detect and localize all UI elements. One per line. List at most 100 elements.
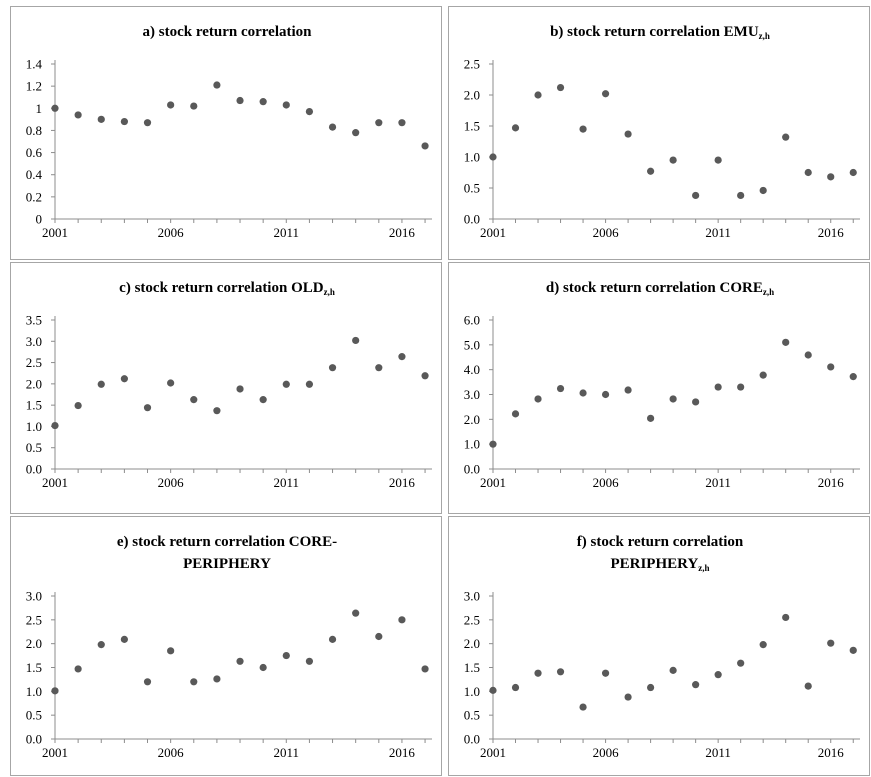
chart-d-point-2005 (579, 389, 587, 397)
chart-a-y-tick-label: 0.4 (26, 167, 43, 182)
chart-a-point-2010 (259, 98, 267, 106)
chart-f-point-2011 (714, 671, 722, 679)
chart-a-point-2014 (352, 129, 360, 137)
chart-d-y-tick-label: 5.0 (464, 337, 480, 352)
chart-a-x-tick-label: 2001 (42, 225, 68, 240)
chart-c-y-tick-label: 1.5 (26, 398, 42, 413)
chart-f-point-2002 (511, 683, 520, 692)
chart-c-point-2002 (74, 401, 82, 410)
chart-d-y-tick-label: 2.0 (464, 412, 480, 427)
chart-panel-a: a) stock return correlation 0 0.2 0.4 0.6 0.8… (10, 6, 442, 260)
chart-a-point-2013 (328, 123, 337, 131)
chart-d-y-tick-label: 1.0 (464, 437, 480, 452)
chart-e-title-line-1: e) stock return correlation CORE- (117, 534, 337, 550)
chart-c-point-2009 (236, 385, 244, 393)
chart-a-y-tick-label: 0 (36, 212, 43, 227)
chart-c-point-2017 (421, 372, 429, 380)
chart-a-point-2006 (167, 101, 175, 109)
chart-e-point-2013 (328, 635, 337, 643)
chart-c-title-segment-1-1: c) stock return correlation OLD (119, 280, 324, 296)
chart-c-point-2013 (328, 364, 337, 372)
chart-d-point-2009 (669, 395, 677, 403)
chart-f-point-2004 (556, 668, 565, 676)
chart-c-point-2012 (305, 380, 314, 388)
chart-d-point-2004 (556, 384, 565, 393)
chart-c-y-tick-label: 0.5 (26, 440, 42, 455)
chart-f-x-tick-label: 2016 (818, 745, 845, 760)
chart-f-point-2013 (759, 641, 767, 649)
chart-b-x-tick-label: 2001 (480, 225, 506, 240)
chart-a-point-2003 (97, 115, 105, 123)
chart-b-y-tick-label: 2.0 (464, 88, 480, 103)
chart-b-point-2002 (511, 124, 520, 132)
chart-c-y-tick-label: 3.0 (26, 334, 42, 349)
chart-a-x-tick-label: 2016 (389, 225, 416, 240)
chart-b-point-2004 (556, 83, 565, 92)
chart-e-x-tick-label: 2011 (274, 745, 300, 760)
chart-d-point-2002 (511, 410, 520, 418)
chart-a-point-2012 (305, 108, 314, 116)
chart-c-y-tick-label: 2.0 (26, 376, 42, 391)
chart-f-title-segment-2-1: PERIPHERY (610, 556, 698, 572)
chart-a-point-2005 (143, 119, 152, 127)
chart-panel-b: b) stock return correlation EMUz,h 0.0 0.5… (448, 6, 870, 260)
chart-d-x-tick-label: 2011 (705, 475, 731, 490)
chart-b-y-tick-label: 2.5 (464, 57, 480, 72)
chart-a-point-2009 (236, 96, 244, 105)
chart-f-point-2010 (692, 681, 700, 689)
chart-d-point-2014 (782, 338, 790, 346)
chart-b-point-2007 (624, 130, 632, 138)
chart-c-x-tick-label: 2006 (158, 475, 185, 490)
chart-c-point-2001 (51, 421, 59, 430)
chart-d-point-2001 (489, 440, 497, 448)
chart-b-y-tick-label: 1.0 (464, 150, 480, 165)
chart-b-point-2015 (804, 168, 812, 177)
chart-b-point-2005 (579, 125, 587, 133)
chart-panel-c: c) stock return correlation OLDz,h 0.0 0.5… (10, 262, 442, 514)
chart-e-point-2014 (352, 609, 360, 617)
chart-c-point-2004 (120, 375, 128, 383)
chart-c-point-2008 (213, 407, 221, 415)
chart-f-point-2012 (737, 659, 745, 667)
chart-d-point-2013 (759, 371, 767, 379)
chart-a-y-tick-label: 1.4 (26, 57, 43, 72)
chart-c-title-line-1: c) stock return correlation OLDz,h (119, 280, 335, 297)
chart-f-y-tick-label: 3.0 (464, 589, 480, 604)
chart-d-point-2007 (624, 386, 632, 394)
chart-f-y-tick-label: 1.0 (464, 684, 480, 699)
chart-e-x-tick-label: 2001 (42, 745, 68, 760)
chart-e-y-tick-label: 1.0 (26, 684, 42, 699)
chart-e-y-tick-label: 2.5 (26, 612, 42, 627)
chart-e-x-tick-label: 2016 (389, 745, 416, 760)
chart-a-point-2002 (74, 111, 82, 119)
chart-f-title-segment-2-2: z,h (698, 563, 709, 573)
chart-b-x-tick-label: 2011 (705, 225, 731, 240)
chart-a-point-2001 (51, 104, 59, 112)
chart-f-point-2017 (849, 646, 857, 654)
chart-f-point-2015 (804, 682, 812, 690)
chart-d-x-tick-label: 2001 (480, 475, 506, 490)
chart-c-point-2014 (352, 336, 360, 345)
chart-d-point-2011 (714, 383, 722, 391)
chart-f-y-tick-label: 2.0 (464, 636, 480, 651)
chart-d-point-2003 (534, 395, 542, 403)
chart-c-y-tick-label: 0.0 (26, 462, 42, 477)
chart-b-y-tick-label: 0.5 (464, 181, 480, 196)
chart-d-title-segment-1-2: z,h (763, 287, 774, 297)
chart-f-point-2003 (534, 669, 542, 677)
chart-b-title-line-1: b) stock return correlation EMUz,h (550, 24, 770, 41)
chart-a-title-segment-1-1: a) stock return correlation (143, 24, 313, 40)
chart-b-point-2006 (601, 90, 610, 98)
chart-f-point-2001 (489, 686, 497, 694)
chart-c-point-2006 (167, 379, 175, 387)
chart-e-point-2007 (190, 678, 198, 686)
chart-d-point-2012 (737, 383, 745, 391)
chart-d-point-2016 (827, 363, 835, 371)
chart-f-y-tick-label: 0.0 (464, 732, 480, 747)
chart-d-x-tick-label: 2006 (593, 475, 620, 490)
chart-panel-d: d) stock return correlation COREz,h 0.0 1.… (448, 262, 870, 514)
chart-e-point-2004 (120, 635, 128, 643)
chart-f-point-2005 (579, 703, 587, 711)
chart-e-y-tick-label: 0.5 (26, 708, 42, 723)
chart-a-point-2017 (421, 142, 429, 150)
